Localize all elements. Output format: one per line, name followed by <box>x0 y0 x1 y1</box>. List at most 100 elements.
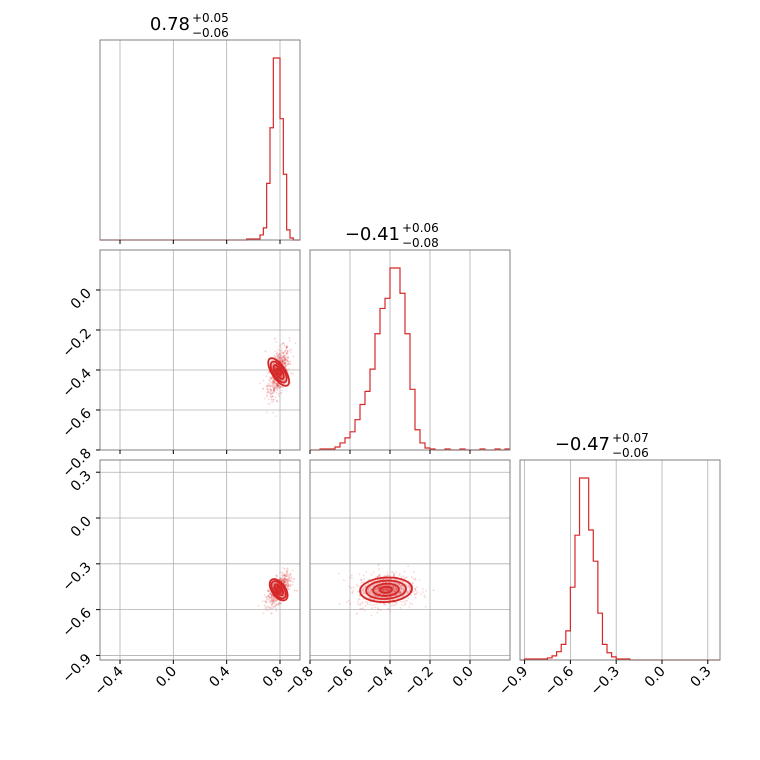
scatter-point <box>279 349 281 352</box>
scatter-point <box>264 600 267 603</box>
scatter-point <box>400 600 402 603</box>
scatter-point <box>268 590 271 593</box>
scatter-point <box>288 579 291 582</box>
scatter-point <box>286 360 289 363</box>
scatter-point <box>269 395 272 398</box>
scatter-point <box>383 588 385 591</box>
scatter-point <box>414 577 417 580</box>
scatter-point <box>376 595 379 598</box>
scatter-point <box>283 580 286 583</box>
scatter-point <box>269 596 271 599</box>
scatter-point <box>281 351 284 354</box>
scatter-point <box>378 586 381 589</box>
scatter-point <box>270 396 273 399</box>
scatter-point <box>270 599 273 602</box>
scatter-point <box>268 589 271 592</box>
scatter-point <box>388 574 391 577</box>
scatter-point <box>286 568 289 571</box>
scatter-point <box>404 600 407 603</box>
scatter-point <box>278 602 280 604</box>
scatter-point <box>262 379 265 382</box>
scatter-point <box>414 578 417 581</box>
scatter-point <box>270 377 273 380</box>
scatter-point <box>274 356 277 358</box>
scatter-point <box>270 377 273 380</box>
scatter-point <box>392 571 395 574</box>
scatter-point <box>394 590 397 592</box>
scatter-point <box>419 592 422 595</box>
scatter-point <box>273 387 276 390</box>
scatter-point <box>275 353 278 356</box>
scatter-point <box>273 386 275 389</box>
scatter-point <box>385 590 388 592</box>
scatter-point <box>282 594 285 597</box>
scatter-point <box>284 574 287 577</box>
scatter-point <box>276 603 279 606</box>
scatter-point <box>398 574 401 577</box>
scatter-point <box>389 599 391 602</box>
scatter-point <box>374 588 377 591</box>
scatter-point <box>362 592 365 594</box>
scatter-point <box>378 586 380 588</box>
scatter-point <box>292 355 295 358</box>
scatter-point <box>265 387 268 390</box>
scatter-point <box>267 589 269 592</box>
scatter-point <box>273 385 276 388</box>
scatter-point <box>264 600 266 603</box>
scatter-point <box>268 383 271 386</box>
scatter-point <box>270 594 272 597</box>
scatter-point <box>292 373 295 375</box>
panel-background <box>520 460 720 660</box>
scatter-point <box>284 583 287 586</box>
scatter-point <box>383 596 386 599</box>
scatter-point <box>276 385 279 387</box>
scatter-point <box>285 575 288 578</box>
scatter-point <box>269 391 272 394</box>
scatter-point <box>388 602 391 605</box>
scatter-point <box>283 577 286 580</box>
scatter-point <box>276 382 279 385</box>
scatter-point <box>270 612 273 615</box>
panel-background <box>100 250 300 450</box>
scatter-point <box>278 578 281 581</box>
scatter-point <box>282 355 285 358</box>
scatter-point <box>287 584 290 587</box>
scatter-point <box>379 592 382 595</box>
scatter-point <box>285 578 288 580</box>
scatter-point <box>269 392 272 395</box>
scatter-point <box>283 354 286 357</box>
scatter-point <box>363 609 366 612</box>
panel-background <box>310 460 510 660</box>
scatter-point <box>275 582 277 584</box>
scatter-point <box>270 598 273 601</box>
scatter-point <box>384 603 387 606</box>
contour-level-3 <box>275 367 282 377</box>
scatter-point <box>358 597 360 600</box>
scatter-point <box>424 596 427 599</box>
scatter-point <box>398 592 401 594</box>
scatter-point <box>371 598 374 600</box>
scatter-point <box>290 372 293 375</box>
scatter-point <box>274 387 276 390</box>
scatter-point <box>278 394 280 397</box>
scatter-point <box>284 584 287 586</box>
scatter-point <box>350 574 353 577</box>
scatter-point <box>372 571 375 574</box>
scatter-point <box>269 389 272 391</box>
scatter-point <box>271 602 274 605</box>
scatter-point <box>268 599 271 602</box>
scatter-point <box>286 567 289 570</box>
scatter-point <box>272 601 274 604</box>
scatter-point <box>376 592 379 595</box>
scatter-point <box>272 386 275 388</box>
scatter-point <box>277 370 280 373</box>
scatter-point <box>390 578 392 580</box>
scatter-point <box>415 592 418 595</box>
scatter-point <box>272 381 275 384</box>
scatter-point <box>377 607 379 610</box>
scatter-point <box>272 599 274 602</box>
scatter-point <box>360 590 363 593</box>
x-tick-label: −0.8 <box>281 664 316 699</box>
scatter-point <box>281 578 284 581</box>
